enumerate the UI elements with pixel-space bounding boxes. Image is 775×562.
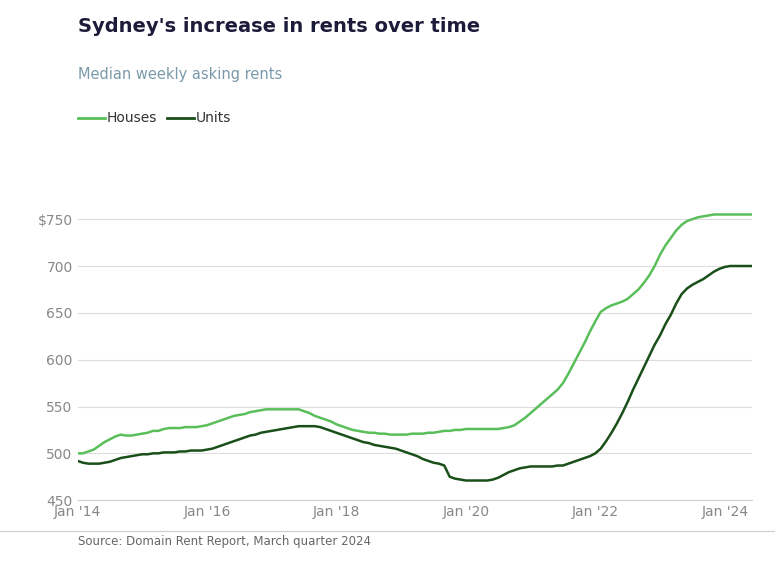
Text: Sydney's increase in rents over time: Sydney's increase in rents over time [78, 17, 480, 36]
Text: Houses: Houses [107, 111, 157, 125]
Text: Median weekly asking rents: Median weekly asking rents [78, 67, 282, 83]
Text: Source: Domain Rent Report, March quarter 2024: Source: Domain Rent Report, March quarte… [78, 535, 370, 548]
Text: Units: Units [196, 111, 232, 125]
